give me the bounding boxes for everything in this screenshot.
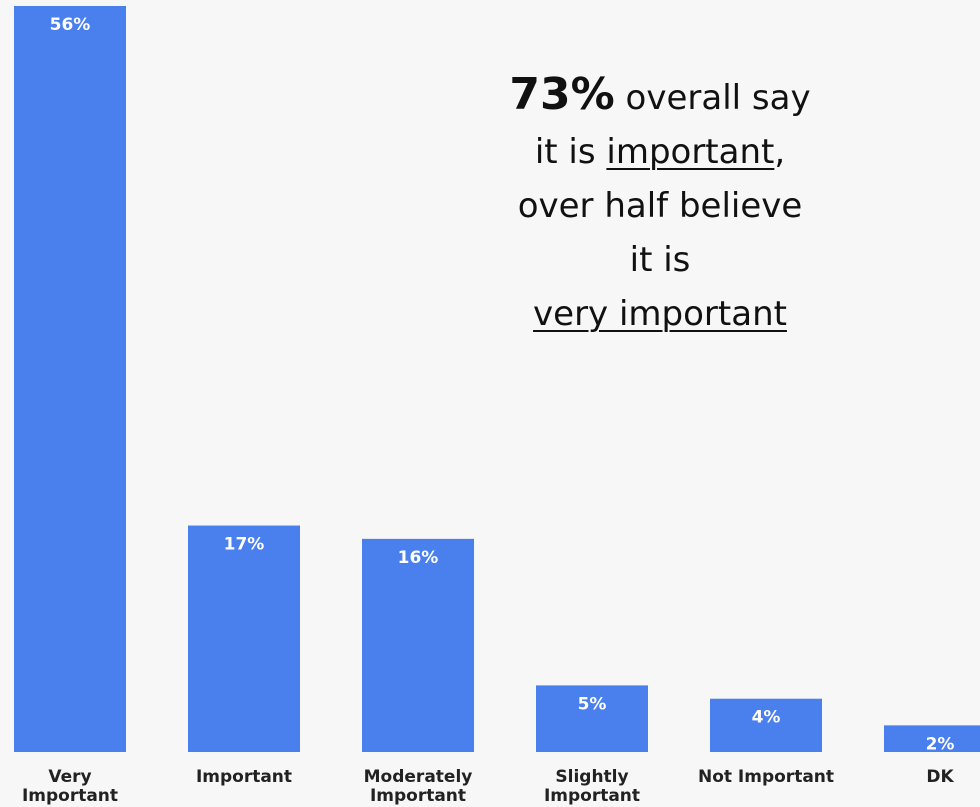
category-label: Very xyxy=(48,767,91,787)
callout-line-4: it is xyxy=(629,240,691,280)
callout-line-1-rest: overall say xyxy=(614,78,811,118)
callout-text: 73% overall say it is important, over ha… xyxy=(460,68,860,341)
category-label: Slightly xyxy=(555,767,628,787)
bar xyxy=(536,685,648,752)
callout-very-important: very important xyxy=(533,294,787,334)
callout-line-2-pre: it is xyxy=(534,132,607,172)
category-label: Not Important xyxy=(698,767,834,787)
callout-line-1: 73% overall say xyxy=(460,68,860,125)
category-label: Important xyxy=(370,786,466,806)
callout-important: important xyxy=(606,132,775,172)
category-label: Important xyxy=(22,786,118,806)
bar-value-label: 4% xyxy=(752,708,781,728)
callout-line-3: over half believe xyxy=(517,186,803,226)
bar-value-label: 5% xyxy=(578,694,607,714)
bar-value-label: 16% xyxy=(398,548,439,568)
category-label: Important xyxy=(544,786,640,806)
bar xyxy=(710,698,822,752)
bar xyxy=(884,725,980,752)
callout-stat: 73% xyxy=(509,69,615,120)
bar-value-label: 2% xyxy=(926,734,955,754)
bar xyxy=(362,538,474,752)
callout-line-2: it is important, xyxy=(460,125,860,179)
bar-value-label: 17% xyxy=(224,535,265,555)
category-label: Important xyxy=(196,767,292,787)
callout-line-2-post: , xyxy=(774,132,786,172)
bar xyxy=(14,6,126,752)
category-label: DK xyxy=(926,767,954,787)
bar xyxy=(188,525,300,752)
category-label: Moderately xyxy=(364,767,473,787)
bar-value-label: 56% xyxy=(50,15,91,35)
